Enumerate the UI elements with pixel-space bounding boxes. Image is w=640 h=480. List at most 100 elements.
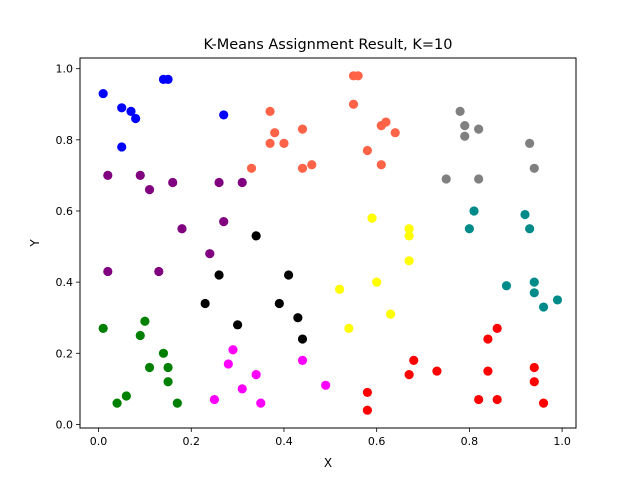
point-cluster8-6 (209, 394, 220, 405)
point-cluster2-3 (265, 106, 275, 116)
point-cluster5-7 (344, 323, 354, 333)
point-cluster7-7 (121, 391, 131, 401)
point-cluster9-7 (483, 366, 493, 376)
point-cluster0-2 (126, 106, 136, 116)
point-cluster4-4 (274, 298, 284, 309)
point-cluster3-4 (525, 138, 535, 148)
point-cluster2-8 (246, 163, 257, 173)
point-cluster6-4 (501, 281, 512, 291)
point-cluster3-3 (474, 124, 484, 134)
chart-title: K-Means Assignment Result, K=10 (204, 37, 453, 53)
y-tick-label-2: 0.4 (56, 276, 74, 289)
point-cluster9-5 (492, 323, 502, 333)
point-cluster4-3 (200, 298, 210, 309)
point-cluster6-1 (520, 209, 530, 220)
point-cluster1-4 (214, 177, 224, 188)
point-cluster5-0 (367, 213, 377, 223)
point-cluster7-6 (163, 377, 173, 387)
point-cluster8-3 (251, 370, 261, 380)
point-cluster2-6 (279, 138, 289, 148)
point-cluster5-2 (404, 231, 414, 241)
point-cluster3-1 (460, 120, 470, 131)
point-cluster7-2 (135, 330, 145, 341)
point-cluster2-11 (362, 145, 373, 156)
point-cluster7-0 (98, 323, 108, 333)
point-cluster1-2 (144, 185, 155, 195)
point-cluster7-5 (163, 362, 173, 373)
point-cluster9-6 (483, 334, 493, 344)
x-tick-label-2: 0.4 (275, 435, 293, 448)
point-cluster9-4 (362, 405, 373, 415)
point-cluster4-0 (251, 231, 261, 241)
point-cluster8-1 (223, 359, 233, 369)
point-cluster1-6 (177, 224, 187, 234)
point-cluster3-0 (455, 106, 465, 116)
point-cluster2-13 (381, 117, 391, 127)
y-tick-label-4: 0.8 (56, 134, 74, 147)
plot-area-frame (79, 57, 577, 429)
y-tick-label-5: 1.0 (56, 63, 74, 76)
point-cluster1-7 (219, 217, 229, 227)
point-cluster7-8 (112, 398, 122, 408)
point-cluster0-7 (219, 110, 229, 120)
point-cluster2-10 (307, 160, 317, 170)
point-cluster6-5 (529, 277, 539, 287)
point-cluster9-1 (432, 366, 442, 376)
point-cluster0-3 (131, 113, 141, 124)
point-cluster8-7 (256, 398, 266, 408)
point-cluster9-9 (492, 394, 502, 405)
point-cluster1-1 (135, 170, 145, 181)
point-cluster1-0 (103, 170, 113, 181)
point-cluster8-5 (321, 380, 331, 390)
point-cluster6-6 (529, 288, 539, 298)
point-cluster1-8 (205, 249, 215, 259)
point-cluster2-7 (297, 124, 308, 134)
point-cluster7-1 (140, 316, 150, 326)
x-axis-label: X (324, 456, 332, 470)
point-cluster3-6 (441, 174, 451, 184)
point-cluster2-1 (353, 71, 363, 81)
point-cluster6-3 (464, 224, 474, 234)
x-tick-label-0: 0.0 (90, 435, 108, 448)
x-axis-ticks: 0.0 0.2 0.4 0.6 0.8 1.0 (90, 428, 571, 448)
point-cluster9-0 (409, 355, 419, 366)
point-cluster0-1 (117, 103, 127, 113)
x-tick-label-1: 0.2 (183, 435, 201, 448)
point-cluster4-7 (297, 334, 308, 344)
point-cluster2-4 (270, 128, 280, 138)
point-cluster4-1 (214, 270, 224, 280)
point-cluster5-4 (372, 277, 382, 287)
point-cluster7-4 (144, 362, 155, 373)
point-cluster1-10 (103, 266, 113, 277)
point-cluster2-5 (265, 138, 275, 148)
point-cluster1-3 (168, 177, 178, 188)
point-cluster3-5 (529, 163, 539, 173)
point-cluster4-5 (293, 313, 303, 323)
point-cluster9-3 (362, 387, 373, 398)
point-cluster5-6 (385, 309, 396, 319)
point-cluster2-2 (348, 99, 359, 109)
point-cluster1-9 (154, 266, 164, 277)
point-cluster2-15 (390, 128, 400, 138)
point-cluster8-2 (297, 355, 308, 366)
points-layer (98, 71, 563, 415)
point-cluster2-14 (376, 160, 386, 170)
y-axis-label: Y (28, 239, 42, 248)
point-cluster0-0 (98, 88, 108, 99)
y-tick-label-1: 0.2 (56, 347, 74, 360)
point-cluster9-8 (474, 394, 484, 405)
point-cluster5-3 (404, 256, 414, 266)
point-cluster9-10 (529, 362, 539, 373)
point-cluster9-2 (404, 370, 414, 380)
point-cluster0-6 (163, 74, 173, 84)
point-cluster3-2 (460, 131, 470, 141)
point-cluster4-6 (233, 320, 243, 330)
point-cluster9-12 (538, 398, 549, 408)
point-cluster3-7 (474, 174, 484, 184)
y-tick-label-0: 0.0 (56, 418, 74, 431)
point-cluster9-11 (529, 377, 539, 387)
point-cluster5-1 (404, 224, 414, 234)
point-cluster4-2 (283, 270, 294, 280)
point-cluster2-9 (297, 163, 308, 173)
point-cluster8-0 (228, 345, 238, 355)
